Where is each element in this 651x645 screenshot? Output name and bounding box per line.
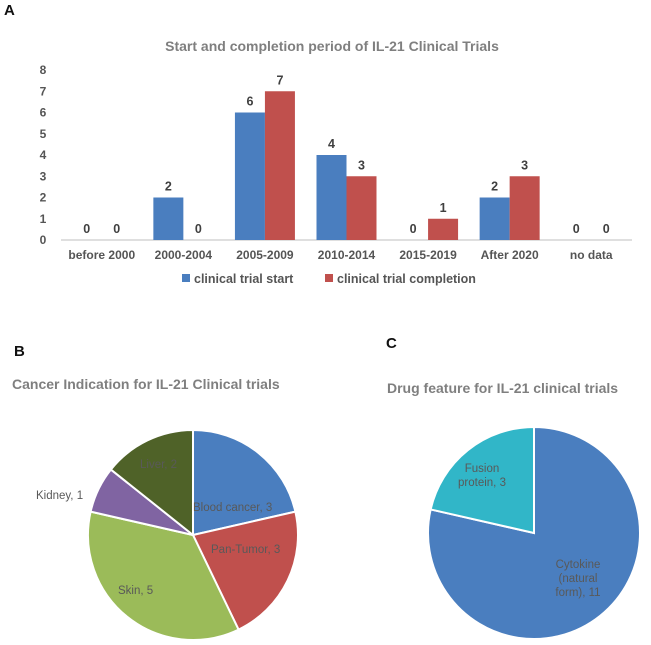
x-tick-label: before 2000 [68,248,135,262]
pie-slice-blood-cancer-3 [192,428,297,537]
x-tick-label: After 2020 [481,248,539,262]
pie-slice-pan-tumor-3 [191,510,299,631]
x-tick-label: no data [570,248,613,262]
slice-label-cytokine-natural-form-11: Cytokine (natural form), 11 [555,559,600,599]
panel-letter-a: A [4,2,15,19]
data-label: 4 [328,137,335,151]
bar-chart: Start and completion period of IL-21 Cli… [40,38,632,286]
pie-slice-liver-2 [109,428,194,538]
data-label: 0 [83,222,90,236]
data-label: 1 [440,201,447,215]
x-tick-label: 2010-2014 [318,248,376,262]
pie-c-title: Drug feature for IL-21 clinical trials [387,380,618,396]
pie-chart-cancer-indication: Cancer Indication for IL-21 Clinical tri… [12,376,299,641]
panel-letter-c: C [386,335,397,352]
legend-swatch-completion [325,274,333,282]
y-tick-label: 7 [40,84,47,98]
slice-label-blood-cancer: Blood cancer, 3 [193,502,272,514]
y-tick-label: 2 [40,191,47,205]
y-tick-label: 3 [40,169,47,183]
y-tick-label: 1 [40,212,47,226]
legend-swatch-start [182,274,190,282]
data-label: 6 [246,95,253,109]
data-label: 3 [358,158,365,172]
slice-label-fusion-protein-3: Fusion protein, 3 [458,463,506,489]
panel-letter-b: B [14,343,25,360]
data-label: 7 [276,73,283,87]
slice-label-liver: Liver, 2 [140,459,177,471]
y-tick-label: 0 [40,233,47,247]
y-tick-label: 8 [40,63,47,77]
x-tick-label: 2000-2004 [155,248,213,262]
bar-clinical-trial-completion-2010-2014 [346,176,377,240]
x-tick-label: 2015-2019 [399,248,457,262]
bar-clinical-trial-start-2000-2004 [153,197,184,240]
bar-clinical-trial-completion-2015-2019 [428,218,459,240]
pie-slice-skin-5 [87,510,240,641]
data-label: 0 [195,222,202,236]
y-tick-label: 5 [40,127,47,141]
legend-label-completion: clinical trial completion [337,272,476,286]
y-tick-label: 6 [40,106,47,120]
data-label: 0 [113,222,120,236]
pie-slice-cytokine-natural-form-11 [427,425,641,640]
data-label: 0 [603,222,610,236]
y-tick-label: 4 [40,148,47,162]
slice-label-pan-tumor: Pan-Tumor, 3 [211,544,280,556]
data-label: 2 [491,180,498,194]
data-label: 0 [410,222,417,236]
bar-clinical-trial-completion-after-2020 [509,176,540,240]
legend: clinical trial start clinical trial comp… [182,272,476,286]
pie-b-title: Cancer Indication for IL-21 Clinical tri… [12,376,280,392]
pie-chart-drug-feature: Drug feature for IL-21 clinical trials C… [387,380,641,640]
slice-label-kidney: Kidney, 1 [36,490,83,502]
data-label: 0 [573,222,580,236]
bar-clinical-trial-start-2005-2009 [234,112,265,240]
bar-clinical-trial-completion-2005-2009 [264,91,295,240]
legend-label-start: clinical trial start [194,272,294,286]
data-label: 3 [521,158,528,172]
bar-clinical-trial-start-after-2020 [479,197,510,240]
bar-clinical-trial-start-2010-2014 [316,155,347,240]
data-label: 2 [165,180,172,194]
x-tick-label: 2005-2009 [236,248,294,262]
bar-chart-title: Start and completion period of IL-21 Cli… [165,38,499,54]
pie-slice-fusion-protein-3 [429,425,535,535]
slice-label-skin: Skin, 5 [118,585,153,597]
